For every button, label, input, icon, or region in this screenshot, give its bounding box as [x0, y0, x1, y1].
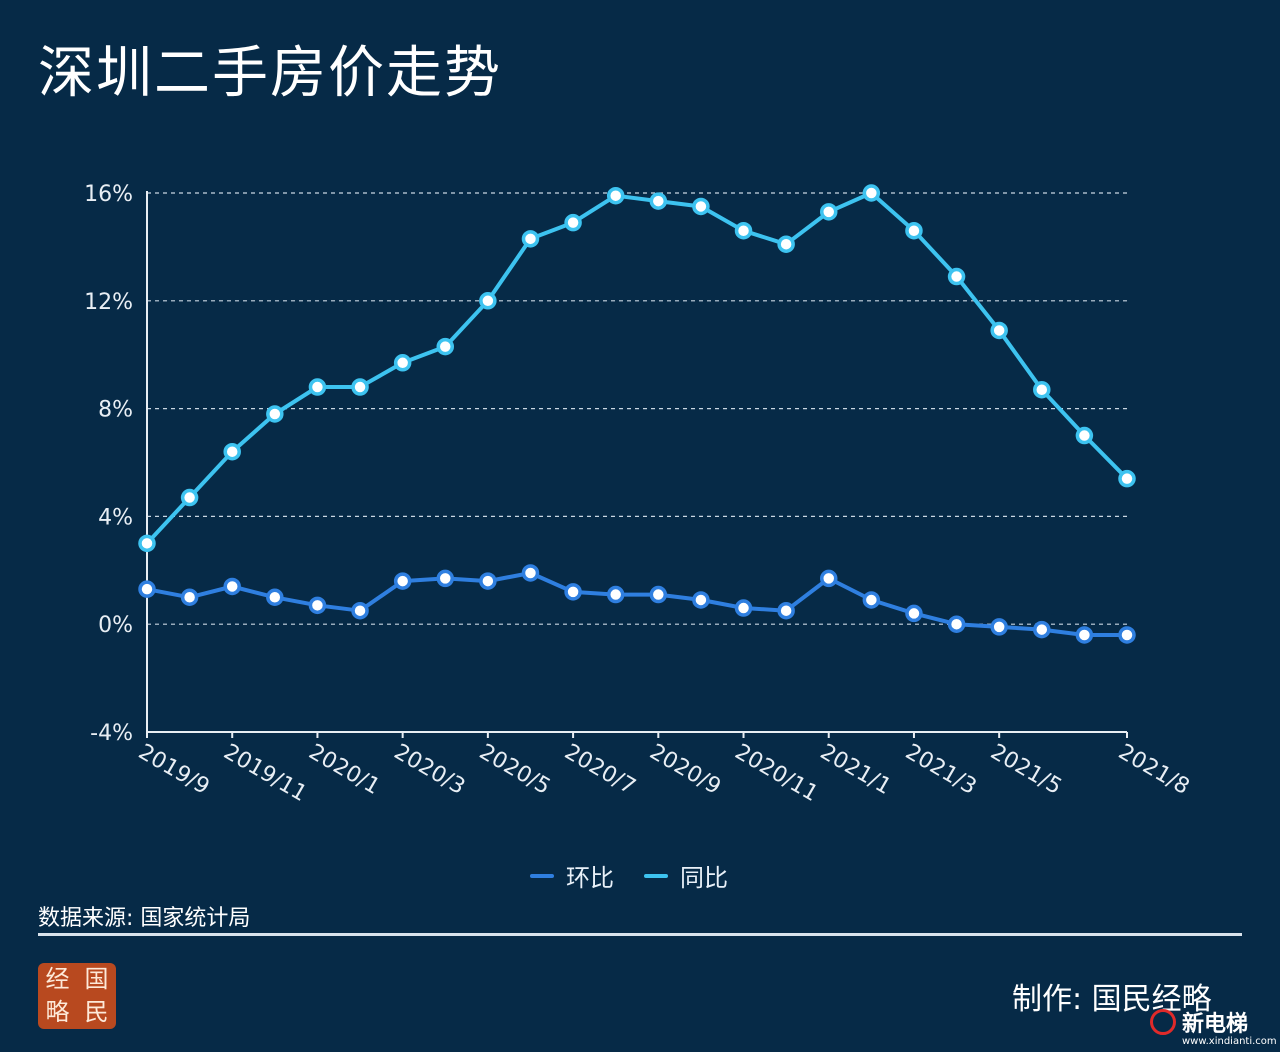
legend-swatch-yoy: [644, 873, 668, 878]
series-line-mom: [145, 571, 1129, 637]
data-point-mom: [308, 596, 327, 615]
x-tick-label: 2020/11: [731, 740, 823, 807]
legend-item-mom[interactable]: 环比: [530, 858, 614, 893]
data-point-yoy: [1118, 469, 1136, 488]
data-point-yoy: [180, 488, 199, 507]
source-note: 数据来源: 国家统计局: [38, 906, 251, 931]
data-point-mom: [351, 601, 369, 620]
data-point-mom: [990, 618, 1008, 636]
data-point-yoy: [606, 186, 625, 205]
seal-char: 略: [45, 998, 70, 1026]
data-point-mom: [606, 585, 625, 604]
data-point-mom: [777, 601, 795, 620]
x-tick-label: 2020/1: [304, 740, 384, 800]
data-point-mom: [521, 564, 540, 582]
seal-char: 经: [45, 965, 70, 993]
y-tick-label: 4%: [98, 505, 133, 530]
data-point-mom: [819, 569, 838, 588]
brand-name: 新电梯: [1182, 1012, 1249, 1037]
credit-text: 制作: 国民经略: [1012, 982, 1212, 1017]
x-tick-label: 2020/5: [475, 740, 555, 800]
data-point-yoy: [1075, 426, 1094, 445]
data-point-mom: [905, 604, 923, 623]
legend-swatch-mom: [530, 873, 554, 878]
data-point-yoy: [138, 534, 156, 553]
data-point-yoy: [819, 203, 838, 221]
data-point-mom: [266, 588, 284, 606]
data-point-mom: [223, 577, 241, 596]
data-point-yoy: [947, 267, 966, 286]
legend-label-mom: 环比: [566, 864, 614, 892]
data-point-yoy: [734, 221, 753, 240]
x-tick-label: 2019/11: [219, 740, 311, 807]
brand-url: www.xindianti.com: [1182, 1036, 1277, 1047]
data-point-yoy: [436, 337, 455, 356]
data-point-mom: [393, 572, 412, 590]
footer-divider: [38, 933, 1242, 936]
data-point-yoy: [862, 184, 881, 202]
x-tick-label: 2021/1: [816, 740, 896, 800]
y-tick-label: 8%: [98, 398, 133, 423]
data-point-mom: [1075, 626, 1094, 644]
data-point-mom: [862, 591, 881, 609]
data-point-mom: [947, 615, 966, 633]
data-point-yoy: [1033, 380, 1051, 399]
x-tick-label: 2020/9: [645, 740, 725, 800]
data-point-mom: [138, 580, 156, 598]
data-point-mom: [180, 588, 199, 606]
x-tick-label: 2020/3: [390, 740, 470, 800]
x-tick-label: 2021/8: [1114, 740, 1194, 800]
data-point-mom: [1033, 620, 1051, 639]
data-point-yoy: [351, 378, 369, 396]
data-point-yoy: [223, 442, 241, 461]
y-tick-label: -4%: [90, 721, 133, 746]
y-tick-label: 0%: [98, 613, 133, 638]
legend-item-yoy[interactable]: 同比: [644, 858, 728, 893]
page-title: 深圳二手房价走势: [38, 41, 502, 106]
data-point-yoy: [564, 213, 582, 232]
data-point-mom: [649, 585, 668, 604]
y-tick-label: 16%: [84, 182, 133, 207]
seal-logo: 经 国 略 民: [38, 963, 116, 1029]
data-point-yoy: [308, 378, 327, 396]
elevator-logo-icon: [1150, 1009, 1176, 1035]
data-point-yoy: [393, 354, 412, 372]
data-point-yoy: [521, 230, 540, 248]
data-point-mom: [564, 583, 582, 601]
data-point-mom: [479, 572, 497, 590]
data-point-yoy: [990, 321, 1008, 340]
brand-watermark: 新电梯: [1150, 1006, 1248, 1038]
data-point-yoy: [692, 197, 710, 216]
data-point-mom: [436, 569, 455, 588]
data-point-mom: [692, 591, 710, 609]
x-tick-label: 2021/5: [986, 740, 1066, 800]
data-point-yoy: [649, 192, 668, 210]
data-point-mom: [734, 599, 753, 617]
seal-char: 国: [84, 965, 109, 993]
legend-label-yoy: 同比: [680, 864, 728, 892]
chart-legend: 环比 同比: [530, 858, 728, 893]
seal-char: 民: [84, 998, 109, 1026]
data-point-yoy: [479, 292, 497, 310]
y-tick-label: 12%: [84, 290, 133, 315]
data-point-yoy: [266, 405, 284, 423]
x-tick-label: 2019/9: [134, 740, 214, 800]
data-point-mom: [1118, 626, 1136, 644]
x-tick-label: 2020/7: [560, 740, 640, 800]
x-tick-label: 2021/3: [901, 740, 981, 800]
series-line-yoy: [145, 191, 1129, 546]
data-point-yoy: [905, 221, 923, 240]
data-point-yoy: [777, 235, 795, 253]
